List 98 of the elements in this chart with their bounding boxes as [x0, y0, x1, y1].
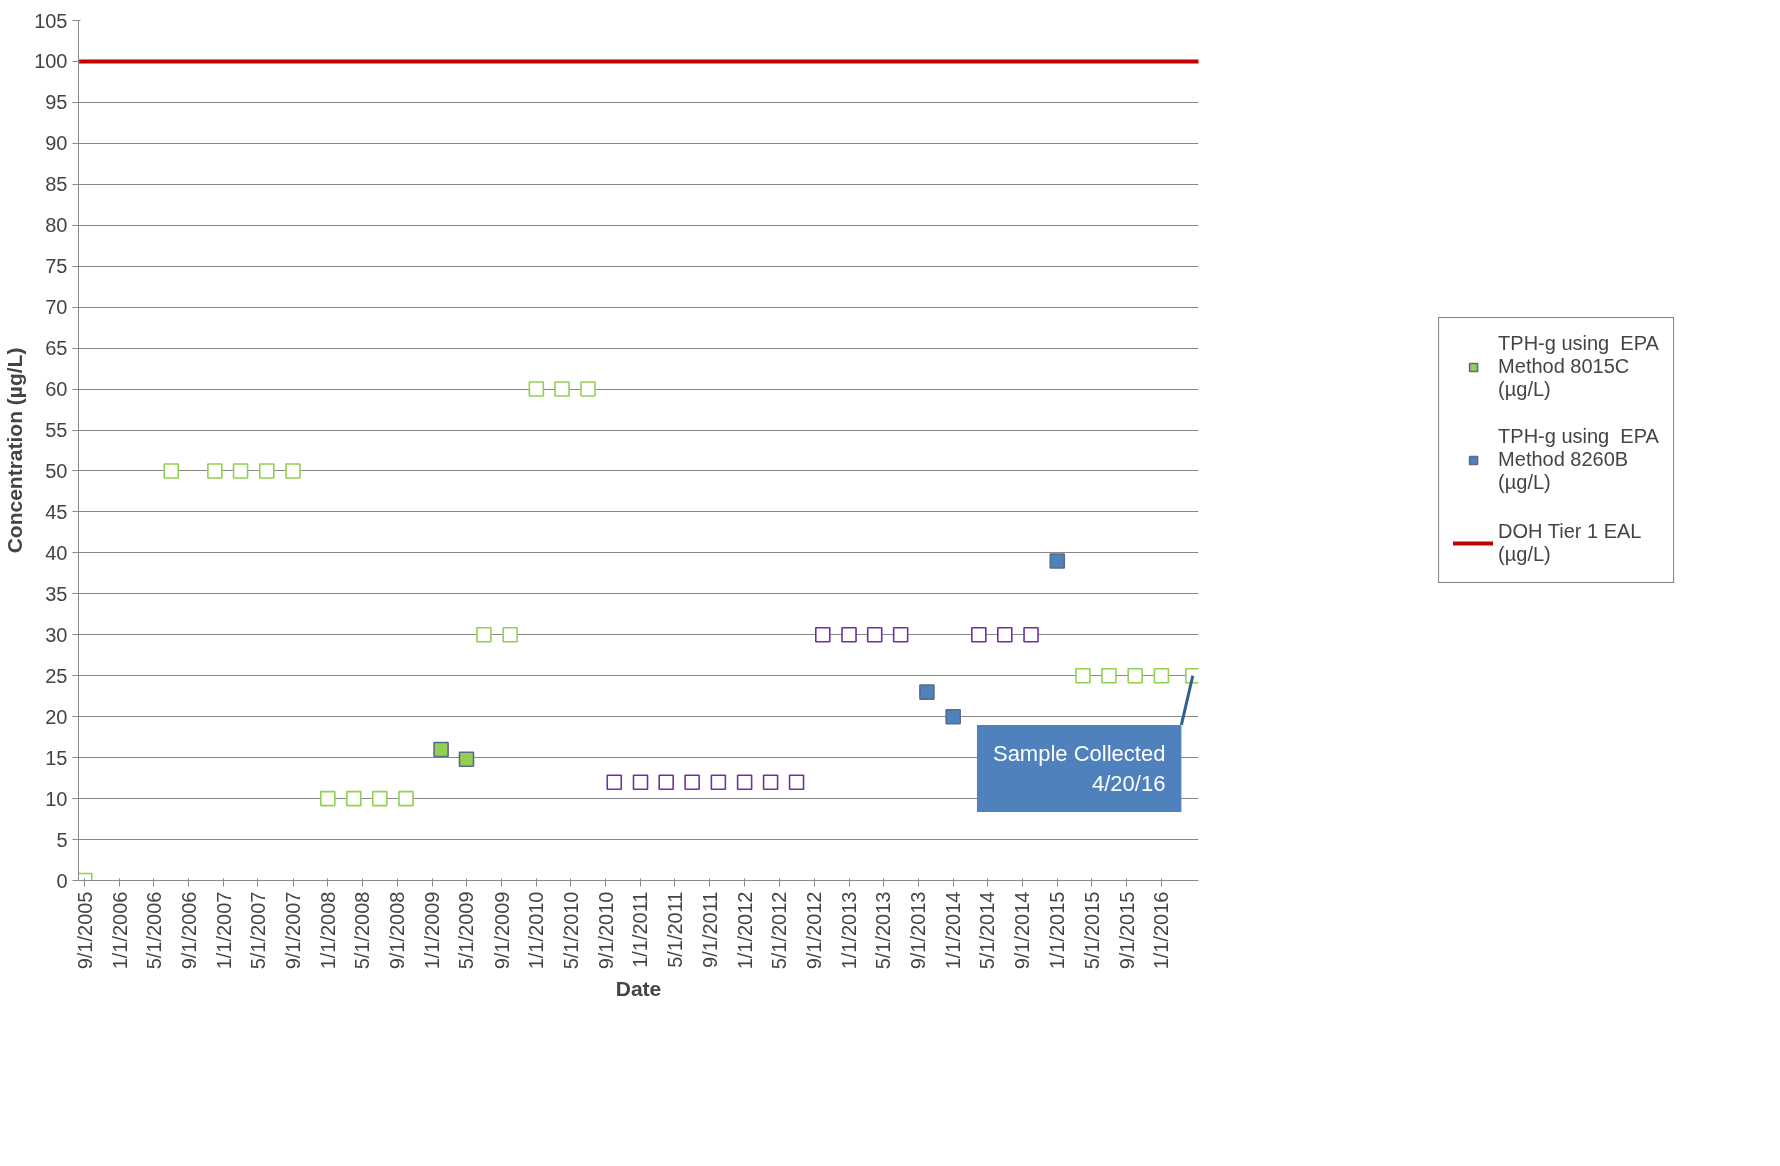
- point: [163, 463, 180, 479]
- x-tick-label: 9/1/2007: [282, 891, 305, 970]
- x-tick-label: 9/1/2013: [907, 891, 930, 970]
- x-tick-label: 1/1/2009: [421, 891, 444, 970]
- point: [892, 626, 909, 643]
- point: [554, 381, 570, 397]
- point: [345, 790, 362, 807]
- y-tick-label: 20: [45, 705, 68, 728]
- x-tick-label: 9/1/2010: [594, 891, 617, 970]
- point: [232, 463, 249, 479]
- point: [997, 626, 1013, 643]
- point: [841, 626, 857, 643]
- y-tick-label: 60: [45, 378, 68, 401]
- x-tick-label: 9/1/2009: [490, 891, 513, 970]
- point: [285, 463, 301, 479]
- y-tick-label: 10: [45, 787, 68, 810]
- x-tick-label: 5/1/2012: [768, 891, 791, 970]
- point: [258, 463, 275, 479]
- point: [1023, 626, 1039, 643]
- point: [684, 774, 700, 791]
- x-axis-title: Date: [615, 977, 662, 1001]
- y-tick-label: 85: [45, 173, 68, 196]
- legend-label: DOH Tier 1 EAL (µg/L): [1498, 519, 1642, 567]
- y-tick-label: 95: [45, 91, 68, 114]
- x-tick-label: 9/1/2008: [386, 891, 409, 970]
- x-tick-label: 1/1/2012: [733, 891, 756, 970]
- point: [1153, 667, 1170, 684]
- point: [371, 790, 388, 807]
- point: [458, 751, 475, 768]
- point: [919, 684, 935, 700]
- point: [1101, 667, 1117, 684]
- x-tick-label: 9/1/2005: [73, 891, 96, 970]
- point: [1049, 553, 1066, 569]
- point: [606, 774, 623, 791]
- x-tick-label: 1/1/2013: [838, 891, 861, 970]
- x-tick-label: 5/1/2011: [663, 891, 686, 968]
- point: [398, 790, 414, 807]
- point: [971, 626, 987, 643]
- y-tick-label: 50: [45, 459, 68, 482]
- x-tick-label: 5/1/2013: [872, 891, 895, 970]
- x-tick-label: 1/1/2010: [525, 891, 548, 970]
- y-tick-label: 25: [45, 664, 68, 687]
- x-tick-label: 5/1/2008: [351, 891, 374, 970]
- y-tick-label: 0: [56, 869, 68, 892]
- y-tick-label: 90: [45, 132, 68, 155]
- x-tick-label: 9/1/2014: [1011, 891, 1034, 970]
- point: [207, 463, 223, 479]
- y-tick-label: 55: [45, 419, 68, 442]
- point: [710, 774, 727, 791]
- point: [1075, 667, 1091, 684]
- x-tick-label: 1/1/2007: [212, 891, 235, 970]
- y-tick-label: 40: [45, 541, 68, 564]
- x-tick-label: 1/1/2014: [942, 891, 965, 970]
- x-tick-label: 5/1/2014: [976, 891, 999, 970]
- x-tick-label: 1/1/2011: [629, 891, 652, 968]
- point: [945, 708, 961, 725]
- x-tick-label: 5/1/2009: [455, 891, 478, 970]
- y-tick-label: 30: [45, 623, 68, 646]
- y-tick-label: 100: [34, 50, 68, 73]
- x-tick-label: 1/1/2006: [108, 891, 131, 970]
- point: [502, 626, 518, 643]
- x-tick-label: 9/1/2012: [803, 891, 826, 970]
- x-tick-label: 5/1/2015: [1080, 891, 1103, 970]
- y-tick-label: 75: [45, 255, 68, 278]
- legend-label: TPH-g using EPA Method 8260B (µg/L): [1498, 425, 1659, 494]
- x-tick-label: 9/1/2015: [1115, 891, 1138, 970]
- point: [433, 741, 449, 758]
- legend-label: TPH-g using EPA Method 8015C (µg/L): [1498, 332, 1659, 401]
- annotation: Sample Collected 4/20/16: [992, 740, 1166, 796]
- y-tick-label: 80: [45, 214, 68, 237]
- point: [658, 774, 674, 791]
- point: [736, 774, 753, 791]
- x-tick-label: 9/1/2006: [177, 891, 200, 970]
- point: [580, 381, 596, 397]
- x-tick-label: 5/1/2006: [142, 891, 165, 970]
- point: [632, 774, 649, 791]
- y-tick-label: 35: [45, 582, 68, 605]
- y-tick-label: 45: [45, 500, 68, 523]
- point: [476, 626, 492, 643]
- y-tick-label: 65: [45, 337, 68, 360]
- x-tick-label: 1/1/2015: [1046, 891, 1069, 970]
- point: [788, 774, 805, 791]
- x-tick-label: 9/1/2011: [698, 891, 721, 968]
- point: [528, 381, 545, 397]
- x-tick-label: 1/1/2016: [1150, 891, 1173, 970]
- point: [814, 626, 831, 643]
- y-tick-label: 70: [45, 296, 68, 319]
- y-tick-label: 105: [34, 9, 68, 32]
- point: [866, 626, 883, 643]
- y-tick-label: 5: [56, 828, 68, 851]
- x-tick-label: 5/1/2010: [559, 891, 582, 970]
- y-tick-label: 15: [45, 746, 68, 769]
- point: [762, 774, 779, 791]
- point: [320, 790, 336, 807]
- x-tick-label: 1/1/2008: [316, 891, 339, 970]
- y-axis-title: Concentration (µg/L): [3, 347, 27, 554]
- x-tick-label: 5/1/2007: [246, 891, 269, 970]
- point: [1127, 667, 1143, 684]
